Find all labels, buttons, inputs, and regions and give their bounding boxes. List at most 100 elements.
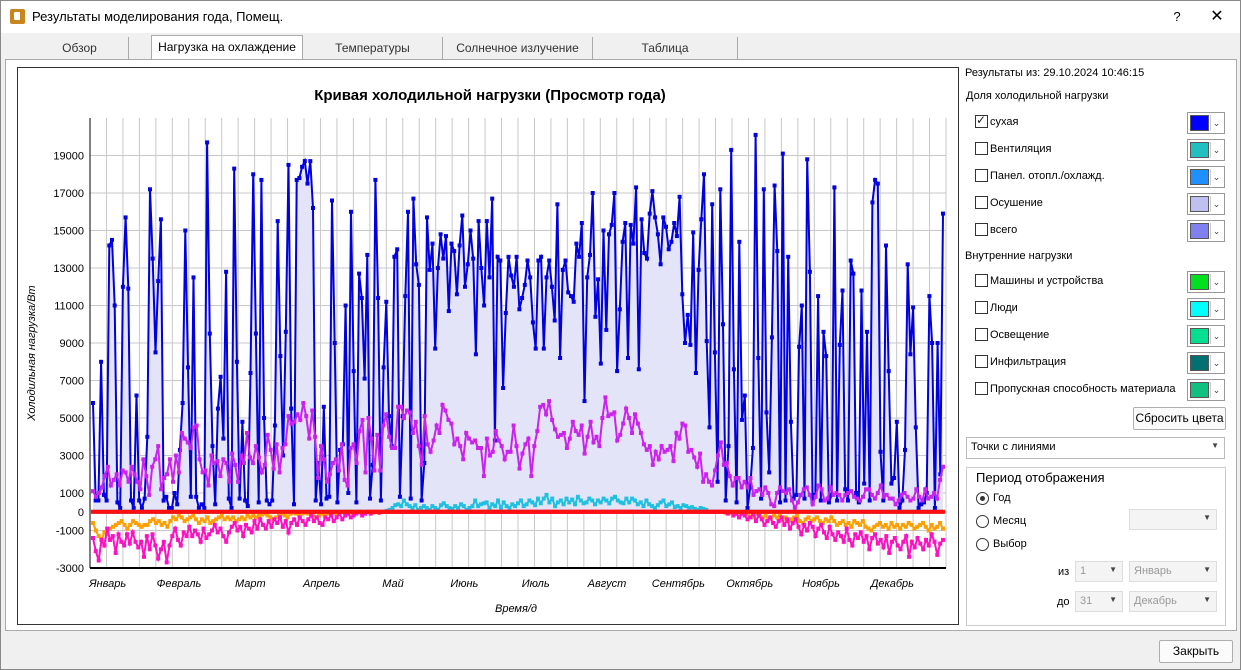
data-point bbox=[110, 509, 115, 514]
data-point bbox=[154, 509, 159, 514]
data-point bbox=[323, 515, 328, 520]
data-point bbox=[104, 498, 109, 503]
period-custom-label: Выбор bbox=[993, 538, 1027, 550]
data-point bbox=[277, 470, 282, 475]
data-point bbox=[582, 399, 587, 404]
data-point bbox=[623, 221, 628, 225]
data-point bbox=[387, 434, 392, 439]
to-month-select[interactable]: Декабрь ▼ bbox=[1129, 591, 1217, 612]
data-point bbox=[115, 509, 120, 514]
period-year-radio[interactable] bbox=[976, 492, 989, 505]
period-custom-radio[interactable] bbox=[976, 538, 989, 551]
data-point bbox=[877, 509, 882, 514]
data-point bbox=[370, 462, 375, 467]
month-select[interactable]: ▼ bbox=[1129, 509, 1217, 530]
data-point bbox=[916, 506, 921, 510]
data-point bbox=[447, 509, 452, 514]
data-point bbox=[248, 455, 252, 460]
data-point bbox=[193, 528, 197, 533]
data-point bbox=[731, 513, 736, 518]
cooling-checkbox-0[interactable] bbox=[975, 113, 988, 128]
data-point bbox=[669, 239, 674, 244]
internal-section-title: Внутренние нагрузки bbox=[965, 250, 1073, 262]
to-month-value: Декабрь bbox=[1134, 595, 1177, 607]
internal-checkbox-4[interactable] bbox=[975, 382, 988, 395]
data-point bbox=[919, 509, 924, 514]
cooling-color-picker-4[interactable]: ⌄ bbox=[1187, 220, 1225, 242]
data-point bbox=[228, 517, 233, 522]
cooling-color-picker-1[interactable]: ⌄ bbox=[1187, 139, 1225, 161]
data-point bbox=[96, 534, 101, 539]
data-point bbox=[107, 243, 112, 248]
internal-color-picker-1[interactable]: ⌄ bbox=[1187, 298, 1225, 320]
internal-checkbox-2[interactable] bbox=[975, 328, 988, 341]
data-point bbox=[941, 211, 945, 216]
data-point bbox=[139, 539, 144, 544]
data-point bbox=[671, 459, 676, 464]
internal-color-picker-2[interactable]: ⌄ bbox=[1187, 325, 1225, 347]
cooling-checkbox-2[interactable] bbox=[975, 169, 988, 182]
data-point bbox=[760, 509, 764, 514]
cooling-checkbox-3[interactable] bbox=[975, 196, 988, 209]
data-point bbox=[645, 256, 649, 261]
data-point bbox=[112, 509, 117, 514]
data-point bbox=[346, 509, 350, 514]
internal-color-picker-3[interactable]: ⌄ bbox=[1187, 352, 1225, 374]
data-point bbox=[614, 509, 619, 514]
data-point bbox=[208, 509, 213, 514]
from-month-select[interactable]: Январь ▼ bbox=[1129, 561, 1217, 582]
data-point bbox=[91, 536, 95, 540]
data-point bbox=[298, 417, 303, 422]
data-point bbox=[226, 496, 231, 501]
data-point bbox=[182, 519, 187, 524]
data-point bbox=[893, 502, 898, 507]
cooling-checkbox-1[interactable] bbox=[975, 142, 988, 155]
period-month-radio[interactable] bbox=[976, 515, 989, 528]
cooling-color-picker-0[interactable]: ⌄ bbox=[1187, 112, 1225, 134]
data-point bbox=[587, 496, 592, 501]
tab-cooling-load[interactable]: Нагрузка на охлаждение bbox=[151, 35, 303, 59]
data-point bbox=[507, 509, 512, 514]
data-point bbox=[359, 509, 364, 514]
data-point bbox=[312, 519, 316, 524]
data-point bbox=[618, 500, 623, 505]
data-point bbox=[915, 536, 920, 540]
tab-table[interactable]: Таблица bbox=[593, 37, 738, 59]
data-point bbox=[280, 509, 285, 514]
to-day-select[interactable]: 31 ▼ bbox=[1075, 591, 1123, 612]
cooling-color-picker-2[interactable]: ⌄ bbox=[1187, 166, 1225, 188]
close-button[interactable]: Закрыть bbox=[1159, 640, 1233, 663]
data-point bbox=[701, 479, 706, 484]
internal-color-picker-0[interactable]: ⌄ bbox=[1187, 271, 1225, 293]
data-point bbox=[890, 496, 895, 501]
data-point bbox=[898, 547, 903, 552]
data-point bbox=[444, 504, 449, 509]
data-point bbox=[552, 318, 557, 323]
tab-solar-radiation[interactable]: Солнечное излучение bbox=[443, 37, 593, 59]
data-point bbox=[185, 440, 190, 445]
data-point bbox=[94, 494, 98, 499]
internal-checkbox-1[interactable] bbox=[975, 301, 988, 314]
from-day-select[interactable]: 1 ▼ bbox=[1075, 561, 1123, 582]
internal-checkbox-3[interactable] bbox=[975, 355, 988, 368]
data-point bbox=[862, 481, 867, 486]
cooling-checkbox-4[interactable] bbox=[975, 223, 988, 236]
data-point bbox=[239, 453, 244, 458]
internal-checkbox-0[interactable] bbox=[975, 274, 988, 287]
internal-color-picker-4[interactable]: ⌄ bbox=[1187, 379, 1225, 401]
data-point bbox=[528, 275, 533, 280]
data-point bbox=[212, 461, 217, 465]
data-point bbox=[921, 521, 925, 525]
data-point bbox=[852, 519, 857, 524]
display-mode-select[interactable]: Точки с линиями ▼ bbox=[966, 437, 1225, 459]
close-icon[interactable]: ✕ bbox=[1210, 8, 1224, 25]
y-tick-label: 11000 bbox=[54, 301, 84, 313]
data-point bbox=[873, 177, 878, 182]
tab-temperatures[interactable]: Температуры bbox=[303, 37, 443, 59]
data-point bbox=[889, 481, 894, 486]
cooling-color-picker-3[interactable]: ⌄ bbox=[1187, 193, 1225, 215]
reset-colors-button[interactable]: Сбросить цвета bbox=[1133, 407, 1226, 430]
help-button[interactable]: ? bbox=[1173, 9, 1181, 24]
tab-overview[interactable]: Обзор bbox=[31, 37, 129, 59]
data-point bbox=[745, 506, 750, 510]
